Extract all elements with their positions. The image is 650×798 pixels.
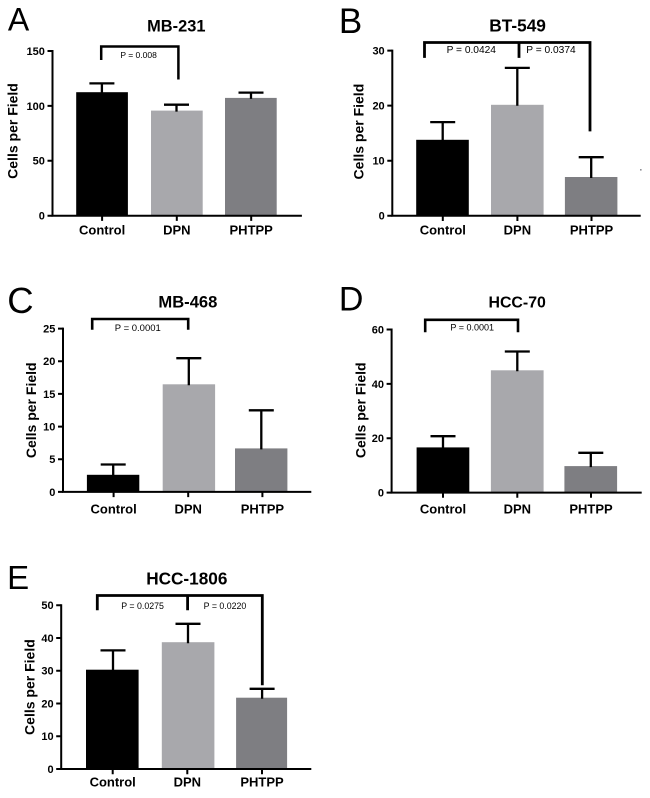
svg-text:10: 10: [43, 422, 55, 434]
svg-text:25: 25: [43, 324, 55, 336]
svg-text:100: 100: [27, 101, 45, 113]
svg-text:B: B: [339, 2, 362, 41]
svg-text:Control: Control: [420, 223, 466, 238]
svg-text:40: 40: [372, 379, 384, 391]
svg-text:Cells per Field: Cells per Field: [21, 639, 37, 735]
svg-text:Cells per Field: Cells per Field: [4, 83, 20, 179]
svg-text:40: 40: [41, 633, 53, 645]
svg-text:P = 0.0275: P = 0.0275: [121, 601, 164, 611]
svg-text:Control: Control: [90, 501, 136, 516]
svg-text:10: 10: [372, 156, 384, 168]
svg-text:P = 0.0374: P = 0.0374: [526, 45, 576, 56]
svg-text:60: 60: [372, 324, 384, 336]
svg-text:MB-468: MB-468: [158, 293, 217, 312]
svg-text:DPN: DPN: [174, 774, 201, 789]
svg-text:PHTPP: PHTPP: [240, 774, 284, 789]
svg-text:50: 50: [33, 156, 45, 168]
svg-text:P = 0.0001: P = 0.0001: [450, 322, 494, 332]
svg-text:D: D: [339, 281, 364, 319]
svg-text:P = 0.0424: P = 0.0424: [447, 45, 497, 56]
svg-text:150: 150: [27, 46, 45, 58]
svg-text:PHTPP: PHTPP: [570, 223, 614, 238]
svg-text:0: 0: [49, 487, 55, 499]
svg-text:PHTPP: PHTPP: [230, 223, 274, 238]
svg-text:Cells per Field: Cells per Field: [352, 362, 368, 458]
svg-text:Control: Control: [420, 501, 466, 516]
svg-text:P = 0.008: P = 0.008: [120, 50, 157, 60]
svg-text:0: 0: [39, 211, 45, 223]
svg-text:Cells per Field: Cells per Field: [23, 362, 39, 458]
svg-text:0: 0: [378, 488, 384, 500]
svg-text:Cells per Field: Cells per Field: [350, 84, 366, 180]
svg-text:30: 30: [41, 666, 53, 678]
svg-text:Control: Control: [79, 223, 125, 238]
svg-text:C: C: [7, 280, 33, 321]
svg-text:15: 15: [43, 389, 55, 401]
svg-text:E: E: [7, 559, 29, 596]
svg-text:A: A: [8, 2, 30, 38]
svg-text:HCC-70: HCC-70: [488, 295, 546, 312]
svg-text:20: 20: [372, 433, 384, 445]
svg-text:PHTPP: PHTPP: [241, 501, 285, 516]
svg-text:0: 0: [379, 211, 385, 223]
svg-text:10: 10: [41, 731, 53, 743]
svg-text:DPN: DPN: [174, 501, 201, 516]
svg-text:30: 30: [372, 46, 384, 58]
svg-text:0: 0: [47, 764, 53, 776]
svg-text:20: 20: [43, 356, 55, 368]
svg-text:DPN: DPN: [163, 223, 190, 238]
svg-text:P = 0.0220: P = 0.0220: [204, 601, 247, 611]
svg-text:MB-231: MB-231: [147, 17, 205, 35]
svg-text:BT-549: BT-549: [489, 16, 546, 36]
svg-text:HCC-1806: HCC-1806: [146, 569, 227, 589]
svg-text:5: 5: [49, 454, 55, 466]
svg-text:20: 20: [372, 101, 384, 113]
svg-text:P = 0.0001: P = 0.0001: [115, 323, 161, 334]
svg-text:20: 20: [41, 698, 53, 710]
svg-text:PHTPP: PHTPP: [569, 501, 613, 516]
svg-text:DPN: DPN: [504, 223, 531, 238]
svg-text:Control: Control: [90, 774, 136, 789]
svg-text:DPN: DPN: [504, 501, 531, 516]
svg-text:50: 50: [41, 600, 53, 612]
